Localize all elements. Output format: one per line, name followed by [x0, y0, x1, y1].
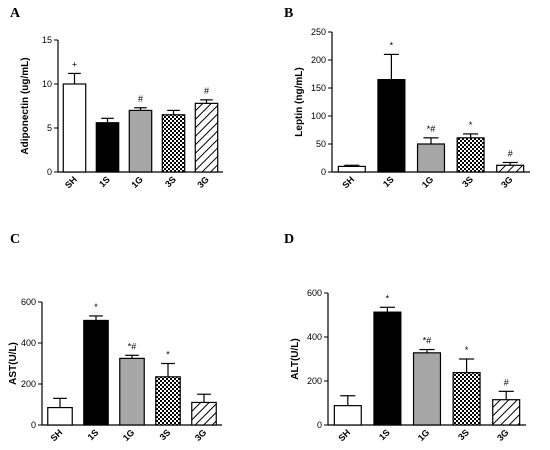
- chart3-annotation-1s: *: [94, 302, 98, 312]
- chart1-bar-1g: [128, 109, 153, 173]
- chart4-annotation-3s: *: [465, 345, 469, 355]
- chart3-category-label-3s: 3S: [158, 427, 173, 442]
- chart3-ytick-label-0: 0: [31, 420, 36, 430]
- chart4-ytick-label-1: 200: [307, 376, 322, 386]
- chart1-category-label-sh: SH: [63, 174, 79, 190]
- chart1-bar-1s: [95, 122, 120, 173]
- chart4-ytick-label-3: 600: [307, 288, 322, 298]
- chart4-category-label-3s: 3S: [456, 427, 471, 442]
- chart1-bar-3s: [161, 114, 186, 173]
- chart4-category-label-sh: SH: [336, 427, 352, 443]
- chart3-bar-3g: [191, 401, 217, 426]
- panel-letter-b: B: [284, 6, 294, 21]
- chart3-category-label-sh: SH: [48, 427, 64, 443]
- chart1-ytick-label-3: 15: [42, 35, 52, 45]
- chart3-ytick-label-1: 200: [21, 379, 36, 389]
- chart3-ytick-label-3: 600: [21, 297, 36, 307]
- chart2-annotation-1s: *: [390, 40, 394, 50]
- panel-letter-d: D: [284, 232, 295, 247]
- chart3-annotation-3s: *: [166, 350, 170, 360]
- chart1-category-label-1g: 1G: [129, 174, 145, 190]
- chart4-annotation-1s: *: [386, 293, 390, 303]
- chart2-category-label-3s: 3S: [460, 174, 475, 189]
- chart3-category-label-1s: 1S: [86, 427, 101, 442]
- chart4-y-axis-label: ALT(U/L): [290, 338, 301, 379]
- chart4-ytick-label-2: 400: [307, 332, 322, 342]
- chart1-category-label-1s: 1S: [97, 174, 112, 189]
- chart2-ytick-label-2: 100: [311, 111, 326, 121]
- chart4-bar-1g: [412, 352, 442, 426]
- panel-letter-c: C: [10, 232, 21, 247]
- chart1-category-label-3s: 3S: [163, 174, 178, 189]
- chart2-category-label-3g: 3G: [499, 174, 515, 190]
- chart2-y-axis-label: Leptin (ng/mL): [294, 67, 305, 136]
- chart1-y-axis-label: Adiponectin (ug/mL): [20, 57, 31, 154]
- chart1-bar-3g: [194, 102, 219, 173]
- chart1-ytick-label-0: 0: [47, 167, 52, 177]
- chart3-annotation-1g: *#: [128, 341, 137, 351]
- chart1-ytick-label-2: 10: [42, 79, 52, 89]
- chart1-annotation-3g: #: [204, 86, 209, 96]
- chart4-annotation-1g: *#: [423, 336, 432, 346]
- chart2-annotation-3s: *: [469, 120, 473, 130]
- chart2-bar-1g: [416, 143, 446, 173]
- chart2-ytick-label-1: 50: [316, 139, 326, 149]
- chart3-bar-1g: [119, 357, 145, 426]
- chart3-ytick-label-2: 400: [21, 338, 36, 348]
- chart2-category-label-sh: SH: [340, 174, 356, 190]
- chart2-bar-3g: [496, 164, 525, 173]
- chart3-category-label-1g: 1G: [121, 427, 137, 443]
- chart4-annotation-3g: #: [504, 377, 509, 387]
- chart2-bar-sh: [337, 165, 366, 173]
- chart4-category-label-1s: 1S: [377, 427, 392, 442]
- chart4-category-label-1g: 1G: [416, 427, 432, 443]
- chart4-bar-3s: [452, 372, 481, 426]
- chart1-annotation-1g: #: [138, 94, 143, 104]
- chart3-bar-sh: [47, 406, 73, 426]
- chart3-y-axis-label: AST(U/L): [8, 342, 19, 385]
- chart4-bar-1s: [373, 311, 402, 426]
- chart2-bar-3s: [456, 137, 485, 173]
- chart4-ytick-label-0: 0: [317, 420, 322, 430]
- chart1-bar-sh: [62, 83, 87, 173]
- chart3-bar-1s: [83, 319, 109, 426]
- chart2-ytick-label-5: 250: [311, 27, 326, 37]
- chart3-category-label-3g: 3G: [193, 427, 209, 443]
- chart4-bar-sh: [333, 405, 362, 426]
- chart2-ytick-label-0: 0: [321, 167, 326, 177]
- chart2-bar-1s: [377, 78, 406, 173]
- panel-letter-a: A: [10, 6, 21, 21]
- chart2-annotation-1g: *#: [427, 124, 436, 134]
- chart2-ytick-label-4: 200: [311, 55, 326, 65]
- chart4-category-label-3g: 3G: [495, 427, 511, 443]
- chart2-category-label-1s: 1S: [381, 174, 396, 189]
- chart2-annotation-3g: #: [508, 148, 513, 158]
- chart2-ytick-label-3: 150: [311, 83, 326, 93]
- chart1-category-label-3g: 3G: [195, 174, 211, 190]
- chart2-category-label-1g: 1G: [420, 174, 436, 190]
- chart1-ytick-label-1: 5: [47, 123, 52, 133]
- chart4-bar-3g: [492, 399, 521, 426]
- chart3-bar-3s: [155, 376, 181, 426]
- chart1-annotation-sh: +: [72, 59, 77, 69]
